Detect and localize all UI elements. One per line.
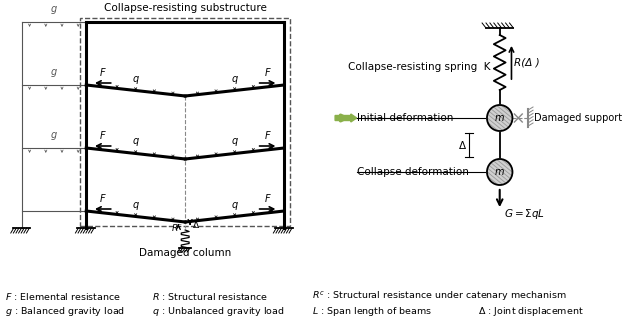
FancyArrow shape bbox=[335, 114, 357, 122]
Text: $q$ : Unbalanced gravity load: $q$ : Unbalanced gravity load bbox=[152, 306, 284, 318]
Text: $\Delta$: $\Delta$ bbox=[192, 219, 200, 230]
Text: F: F bbox=[265, 68, 270, 78]
Text: Collapse-resisting spring  K: Collapse-resisting spring K bbox=[348, 62, 490, 73]
Text: $R^c$: $R^c$ bbox=[171, 222, 184, 233]
Text: F: F bbox=[100, 194, 106, 204]
Text: Damaged support: Damaged support bbox=[534, 113, 622, 123]
Bar bbox=[80, 18, 290, 226]
Text: $L$ : Span length of beams: $L$ : Span length of beams bbox=[311, 306, 432, 318]
Text: $R$ : Structural resistance: $R$ : Structural resistance bbox=[152, 290, 268, 302]
Text: Collapse-resisting substructure: Collapse-resisting substructure bbox=[104, 3, 266, 13]
Text: m: m bbox=[495, 167, 505, 177]
Text: g: g bbox=[51, 130, 57, 140]
Text: q: q bbox=[133, 200, 139, 210]
Text: m: m bbox=[495, 113, 505, 123]
Text: q: q bbox=[232, 200, 238, 210]
Text: F: F bbox=[100, 131, 106, 141]
Circle shape bbox=[487, 105, 512, 131]
Text: q: q bbox=[133, 74, 139, 83]
Text: $G=\Sigma qL$: $G=\Sigma qL$ bbox=[503, 207, 544, 221]
Text: Initial deformation: Initial deformation bbox=[357, 113, 453, 123]
Text: g: g bbox=[51, 67, 57, 77]
Text: F: F bbox=[265, 131, 270, 141]
Text: $\Delta$: $\Delta$ bbox=[458, 139, 467, 151]
Text: $\Delta$ : Joint displacement: $\Delta$ : Joint displacement bbox=[478, 306, 584, 318]
Circle shape bbox=[487, 159, 512, 185]
Text: R(Δ ): R(Δ ) bbox=[514, 57, 540, 68]
Text: q: q bbox=[232, 137, 238, 147]
Text: F: F bbox=[265, 194, 270, 204]
Text: Collapse deformation: Collapse deformation bbox=[357, 167, 469, 177]
Text: $F$ : Elemental resistance: $F$ : Elemental resistance bbox=[5, 290, 121, 302]
Text: q: q bbox=[232, 74, 238, 83]
Text: F: F bbox=[100, 68, 106, 78]
Text: g: g bbox=[51, 4, 57, 14]
Text: $g$ : Balanced gravity load: $g$ : Balanced gravity load bbox=[5, 306, 125, 318]
Text: q: q bbox=[133, 137, 139, 147]
Text: $R^c$ : Structural resistance under catenary mechanism: $R^c$ : Structural resistance under cate… bbox=[311, 289, 566, 303]
Text: Damaged column: Damaged column bbox=[139, 248, 231, 258]
